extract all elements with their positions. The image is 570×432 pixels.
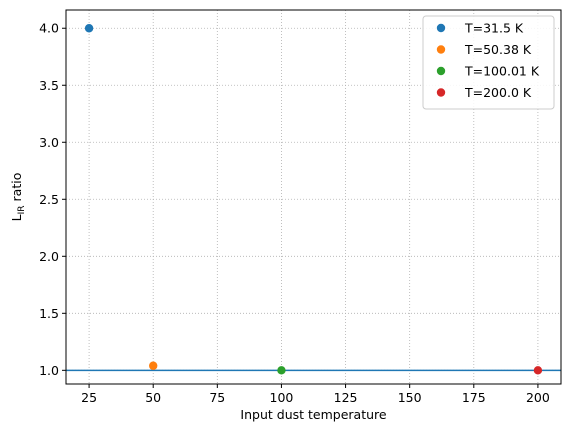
data-point xyxy=(533,366,543,375)
y-tick-label: 3.5 xyxy=(39,78,59,93)
y-tick-label: 1.5 xyxy=(39,306,59,321)
legend-marker xyxy=(436,45,446,54)
y-tick-label: 3.0 xyxy=(39,135,59,150)
legend-label: T=200.0 K xyxy=(464,85,532,100)
data-point xyxy=(149,361,158,370)
y-axis-label-main: L xyxy=(9,214,24,221)
x-tick-label: 125 xyxy=(334,390,358,405)
y-tick-label: 2.0 xyxy=(39,249,59,264)
legend-marker xyxy=(436,88,446,97)
y-axis-label: LIR ratio xyxy=(9,173,27,222)
y-axis-ticks: 1.0 1.5 2.0 2.5 3.0 3.5 4.0 xyxy=(39,21,66,378)
y-axis-label-suffix: ratio xyxy=(9,173,24,206)
legend-marker xyxy=(436,23,446,33)
x-tick-label: 75 xyxy=(209,390,225,405)
x-axis-ticks: 25 50 75 100 125 150 175 200 xyxy=(81,384,550,405)
data-point xyxy=(84,24,94,33)
x-axis-label: Input dust temperature xyxy=(240,407,386,422)
y-tick-label: 4.0 xyxy=(39,21,59,36)
y-axis-label-subscript: IR xyxy=(17,205,27,214)
x-tick-label: 50 xyxy=(145,390,161,405)
data-points xyxy=(84,24,543,375)
legend-label: T=100.01 K xyxy=(464,64,540,79)
plot-area-frame xyxy=(65,9,562,385)
x-tick-label: 200 xyxy=(526,390,550,405)
legend-box xyxy=(422,15,555,110)
x-tick-label: 25 xyxy=(81,390,97,405)
y-tick-label: 2.5 xyxy=(39,192,59,207)
svg-text:LIR ratio: LIR ratio xyxy=(9,173,27,222)
legend: T=31.5 K T=50.38 K T=100.01 K T=200.0 K xyxy=(422,15,555,110)
data-point xyxy=(277,366,286,375)
x-tick-label: 150 xyxy=(398,390,422,405)
x-tick-label: 100 xyxy=(270,390,294,405)
y-tick-label: 1.0 xyxy=(39,363,59,378)
grid xyxy=(66,10,561,384)
legend-marker xyxy=(436,66,446,76)
x-tick-label: 175 xyxy=(462,390,486,405)
legend-label: T=31.5 K xyxy=(464,21,524,36)
legend-label: T=50.38 K xyxy=(464,42,532,57)
